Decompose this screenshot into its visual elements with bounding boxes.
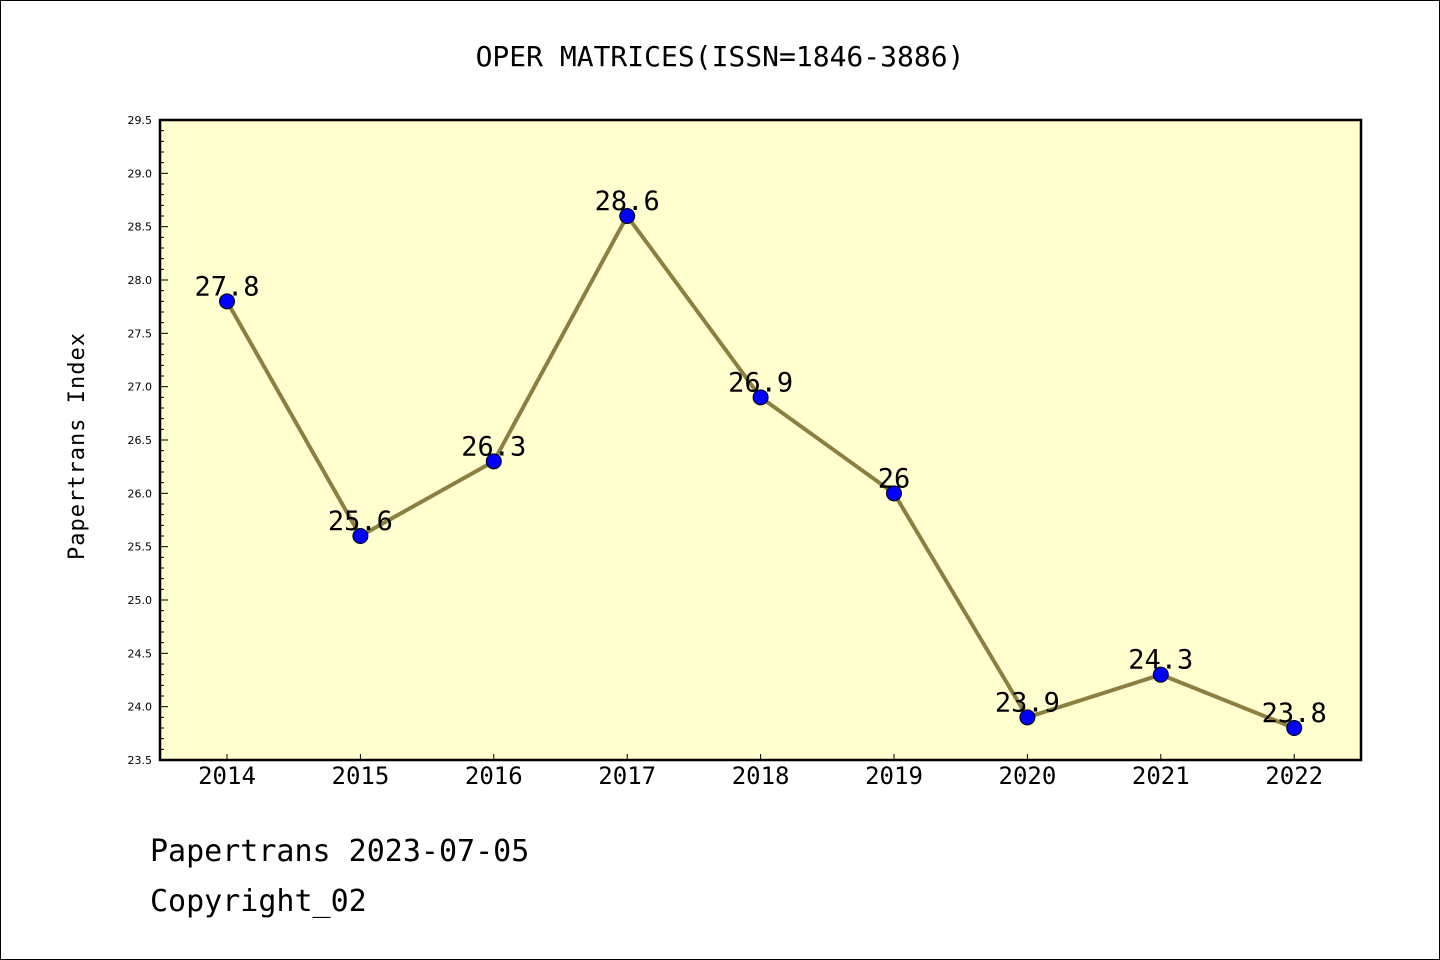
y-tick-label: 24.0 bbox=[128, 701, 153, 714]
y-tick-label: 27.0 bbox=[128, 381, 153, 394]
data-point bbox=[1152, 666, 1169, 683]
x-tick-label: 2021 bbox=[1132, 762, 1190, 790]
x-tick-label: 2018 bbox=[732, 762, 790, 790]
data-point bbox=[352, 528, 369, 544]
y-axis-label: Papertrans Index bbox=[65, 332, 90, 560]
y-tick-label: 23.5 bbox=[128, 754, 153, 767]
y-tick-label: 28.5 bbox=[128, 221, 153, 234]
data-label: 28.6 bbox=[595, 186, 660, 217]
data-label: 24.3 bbox=[1128, 645, 1193, 676]
data-label: 25.6 bbox=[328, 506, 393, 537]
data-point bbox=[752, 389, 769, 406]
footer-date: Papertrans 2023-07-05 bbox=[150, 834, 530, 869]
plot-border bbox=[158, 118, 1363, 762]
x-tick-label: 2014 bbox=[198, 762, 256, 790]
data-point bbox=[886, 485, 902, 502]
y-tick-label: 26.5 bbox=[128, 434, 153, 447]
y-tick-label: 29.5 bbox=[128, 114, 153, 127]
data-label: 23.8 bbox=[1262, 698, 1327, 729]
data-label: 26.9 bbox=[728, 367, 793, 398]
x-tick-label: 2016 bbox=[465, 762, 523, 790]
x-tick-label: 2017 bbox=[598, 762, 656, 790]
y-tick-label: 29.0 bbox=[128, 167, 153, 180]
data-label: 26 bbox=[878, 463, 911, 494]
y-tick-label: 25.0 bbox=[128, 594, 153, 607]
y-tick-label: 27.5 bbox=[128, 327, 153, 340]
chart-title: OPER MATRICES(ISSN=1846-3886) bbox=[476, 40, 965, 73]
data-label: 26.3 bbox=[461, 431, 526, 462]
data-point bbox=[219, 293, 235, 310]
data-label: 27.8 bbox=[194, 271, 259, 302]
plot-area bbox=[160, 120, 1361, 760]
data-label: 23.9 bbox=[995, 687, 1060, 718]
footer-copyright: Copyright_02 bbox=[150, 884, 367, 919]
x-tick-label: 2020 bbox=[999, 762, 1057, 790]
y-tick-label: 24.5 bbox=[128, 647, 153, 660]
data-point bbox=[1286, 720, 1303, 736]
data-point bbox=[485, 453, 502, 470]
y-tick-label: 26.0 bbox=[128, 487, 153, 500]
y-tick-label: 28.0 bbox=[128, 274, 153, 287]
x-tick-label: 2015 bbox=[332, 762, 390, 790]
data-point bbox=[619, 208, 636, 224]
x-tick-label: 2019 bbox=[865, 762, 923, 790]
data-point bbox=[1019, 709, 1036, 726]
x-tick-label: 2022 bbox=[1265, 762, 1323, 790]
y-tick-label: 25.5 bbox=[128, 541, 153, 554]
